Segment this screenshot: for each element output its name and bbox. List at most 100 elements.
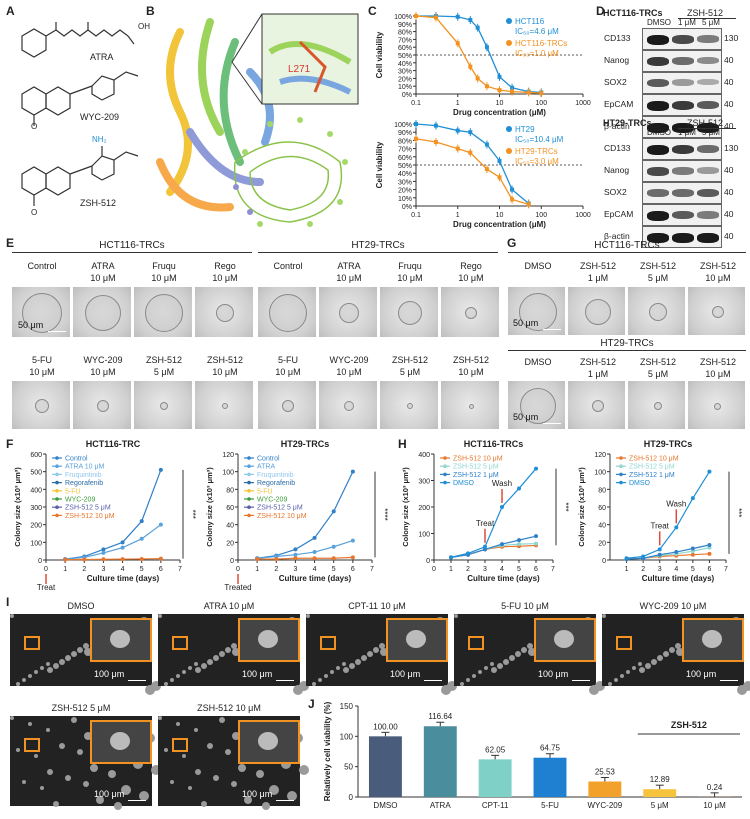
- data-point: [331, 509, 336, 514]
- x-tick-label: 4: [500, 566, 504, 573]
- wb-band: [697, 233, 719, 243]
- wb-band: [647, 35, 669, 45]
- e-hct-row1-image: [195, 287, 253, 337]
- data-point: [517, 542, 521, 547]
- i-particle: [71, 651, 77, 657]
- colony: [584, 299, 611, 325]
- wb-top-col-1: 1 μM: [678, 18, 696, 27]
- scale-bar-label: 100 μm: [538, 669, 569, 679]
- chart-f-right: HT29-TRCs 0 20 40 60 80 100 120 0 1 2 3 4 5 6 7 Culture …: [204, 438, 394, 592]
- significance-label: ****: [380, 508, 389, 520]
- legend-marker: [247, 505, 251, 509]
- bar-value-label: 25.53: [595, 768, 616, 777]
- legend-marker: [443, 472, 447, 477]
- growth-chart-svg: HT29-TRCs 0 20 40 60 80 100 120 1 2 3 4 5 6 7 Culture t…: [577, 439, 743, 583]
- y-axis-label: Colony size (x10³ μm³): [577, 467, 586, 547]
- treat-label: Treat: [37, 583, 56, 592]
- wb-top-group: ZSH-512: [687, 8, 724, 18]
- i-particle: [84, 732, 92, 740]
- e-ht-row1-label: ATRA 10 μM: [336, 261, 362, 283]
- g-hct-col-label: ZSH-512 10 μM: [699, 261, 736, 283]
- scale-bar: [543, 423, 561, 424]
- data-point: [517, 486, 521, 491]
- data-point-0: [414, 122, 418, 126]
- i-particle: [509, 655, 515, 661]
- legend-marker: [619, 472, 623, 477]
- panel-label-e: E: [6, 236, 15, 250]
- x-tick-label: 3: [658, 566, 662, 573]
- e-hct-title: HCT116-TRCs: [99, 240, 165, 251]
- y-tick-label: 50: [344, 763, 353, 772]
- i-particle: [40, 786, 44, 790]
- colony: [344, 401, 354, 411]
- g-hct-image: [568, 287, 625, 335]
- i-tile-label: 5-FU 10 μM: [501, 601, 549, 611]
- i-particle: [225, 749, 231, 755]
- series-line: [626, 544, 710, 560]
- i-inset-colony: [258, 630, 278, 648]
- i-particle: [176, 674, 180, 678]
- colony: [398, 301, 422, 325]
- data-point-0: [468, 130, 473, 135]
- i-particle: [158, 614, 162, 618]
- wb-top-col-2: 5 μM: [702, 18, 720, 27]
- wb-blot-strip: [642, 138, 722, 160]
- x-tick-label: 3: [293, 566, 297, 573]
- i-particle: [213, 775, 219, 781]
- structure-name-zsh512: ZSH-512: [80, 198, 117, 208]
- i-particle: [281, 759, 291, 769]
- data-point: [312, 550, 317, 555]
- bar-value-label: 12.89: [650, 775, 671, 784]
- colony: [85, 295, 121, 331]
- i-particle: [10, 716, 14, 720]
- i-particle: [663, 651, 669, 657]
- wb-blot-strip: [642, 50, 722, 72]
- series-line: [450, 468, 537, 558]
- legend-marker: [247, 489, 251, 493]
- i-inset-colony: [406, 630, 426, 648]
- x-tick-label: 7: [178, 566, 182, 573]
- y-tick-label: 90%: [398, 22, 412, 29]
- wb-kda: 40: [724, 231, 734, 241]
- i-particle: [349, 663, 355, 669]
- i-particle: [491, 667, 497, 673]
- legend-ic50: IC₅₀=1.0 μM: [515, 49, 559, 58]
- data-point: [657, 547, 662, 552]
- i-particle: [675, 643, 681, 649]
- panel-label-i: I: [6, 595, 10, 609]
- legend-marker: [55, 480, 59, 485]
- bar-category-label: WYC-209: [588, 801, 623, 810]
- legend-entry: ZSH-512 5 μM: [453, 464, 499, 471]
- colony: [714, 402, 721, 410]
- colony: [711, 306, 724, 318]
- legend-ic50: IC₅₀=3.0 μM: [515, 157, 559, 166]
- data-point-0: [468, 17, 473, 22]
- data-point: [82, 557, 87, 562]
- scale-bar: [720, 680, 738, 681]
- x-tick-label: 3: [101, 566, 105, 573]
- structure-nh2-text: NH₂: [92, 135, 107, 144]
- colony: [282, 400, 294, 412]
- data-point: [674, 550, 679, 555]
- i-particle: [133, 759, 143, 769]
- data-point: [312, 535, 317, 540]
- wb-blot-strip: [642, 94, 722, 116]
- x-tick-label: 5: [517, 566, 521, 573]
- i-particle: [77, 749, 83, 755]
- y-tick-label: 20%: [398, 188, 412, 195]
- x-tick-label: 1: [255, 566, 259, 573]
- scale-bar-label: 100 μm: [390, 669, 421, 679]
- x-tick-label: 0.1: [411, 212, 421, 219]
- x-tick-label: 1: [625, 566, 629, 573]
- e-ht-row1-image: [380, 287, 438, 337]
- legend-marker: [55, 497, 59, 501]
- i-particle: [355, 659, 361, 665]
- wb-band: [647, 123, 669, 133]
- scale-bar-label: 100 μm: [686, 669, 717, 679]
- i-particle: [287, 791, 297, 801]
- wb-blot-strip: [642, 182, 722, 204]
- e-hct-row1-label: Control: [27, 261, 57, 271]
- i-zoom-box: [616, 636, 632, 650]
- bar-0: [368, 736, 402, 797]
- y-tick-label: 70%: [398, 37, 412, 44]
